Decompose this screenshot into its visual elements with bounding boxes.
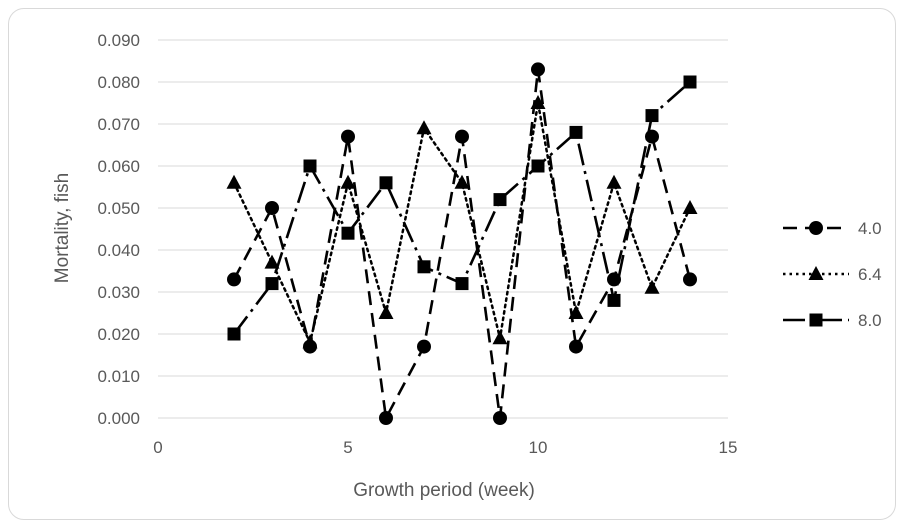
data-point: [226, 174, 242, 189]
gridlines: [158, 39, 728, 419]
x-axis-ticks: 0 5 10 15: [153, 438, 737, 457]
data-point: [455, 277, 469, 291]
y-tick-label: 0.010: [97, 367, 140, 386]
data-point: [682, 200, 698, 214]
data-point: [379, 176, 393, 190]
data-point: [530, 95, 546, 109]
y-tick-label: 0.040: [97, 241, 140, 260]
data-point: [302, 334, 318, 349]
y-tick-label: 0.080: [97, 73, 140, 92]
y-tick-label: 0.050: [97, 199, 140, 218]
y-tick-label: 0.020: [97, 325, 140, 344]
y-tick-label: 0.060: [97, 157, 140, 176]
data-point: [379, 411, 393, 425]
data-point: [645, 109, 659, 123]
data-point: [493, 411, 507, 425]
data-point: [644, 279, 660, 294]
data-point: [340, 174, 356, 189]
data-point: [607, 293, 621, 307]
data-point: [569, 339, 583, 354]
y-axis-title: Mortality, fish: [52, 173, 73, 284]
legend-marker: [809, 313, 823, 327]
x-tick-label: 0: [153, 438, 162, 457]
data-point: [264, 254, 280, 269]
data-point: [454, 174, 470, 189]
legend-entry: 4.0: [783, 219, 882, 238]
x-tick-label: 5: [343, 438, 352, 457]
y-tick-label: 0.030: [97, 283, 140, 302]
data-point: [455, 129, 469, 144]
data-point: [568, 305, 584, 319]
y-tick-label: 0.090: [97, 31, 140, 50]
data-point: [492, 330, 508, 345]
legend-entry: 8.0: [783, 311, 882, 330]
data-point: [683, 75, 697, 89]
series-8.0: [227, 75, 697, 341]
series-6.4: [226, 95, 698, 349]
data-point: [569, 125, 583, 139]
y-tick-label: 0.000: [97, 409, 140, 428]
chart-frame: [8, 8, 896, 520]
legend-label: 4.0: [858, 219, 882, 238]
x-tick-label: 10: [529, 438, 548, 457]
y-axis-ticks: 0.000 0.010 0.020 0.030 0.040 0.050 0.060 0.070…: [97, 31, 140, 428]
x-axis-title: Growth period (week): [353, 480, 535, 501]
data-point: [265, 201, 279, 215]
data-point: [417, 339, 431, 354]
data-point: [417, 260, 431, 274]
data-point: [645, 129, 659, 144]
data-point: [378, 305, 394, 319]
series-4.0: [227, 62, 697, 425]
legend-marker: [809, 221, 823, 235]
legend-label: 8.0: [858, 311, 882, 330]
data-point: [683, 272, 697, 287]
data-point: [531, 62, 545, 77]
series-layer: [226, 62, 698, 425]
data-point: [531, 159, 545, 173]
data-point: [227, 327, 241, 341]
legend-entry: 6.4: [783, 265, 882, 284]
data-point: [606, 174, 622, 189]
series-line: [232, 69, 692, 423]
data-point: [493, 193, 507, 207]
data-point: [416, 120, 432, 135]
data-point: [303, 159, 317, 173]
x-tick-label: 15: [719, 438, 738, 457]
data-point: [227, 272, 241, 287]
legend: 4.0 6.4 8.0: [783, 219, 882, 330]
data-point: [341, 226, 355, 240]
data-point: [265, 277, 279, 291]
y-tick-label: 0.070: [97, 115, 140, 134]
legend-label: 6.4: [858, 265, 882, 284]
legend-marker: [808, 266, 824, 280]
data-point: [341, 129, 355, 144]
